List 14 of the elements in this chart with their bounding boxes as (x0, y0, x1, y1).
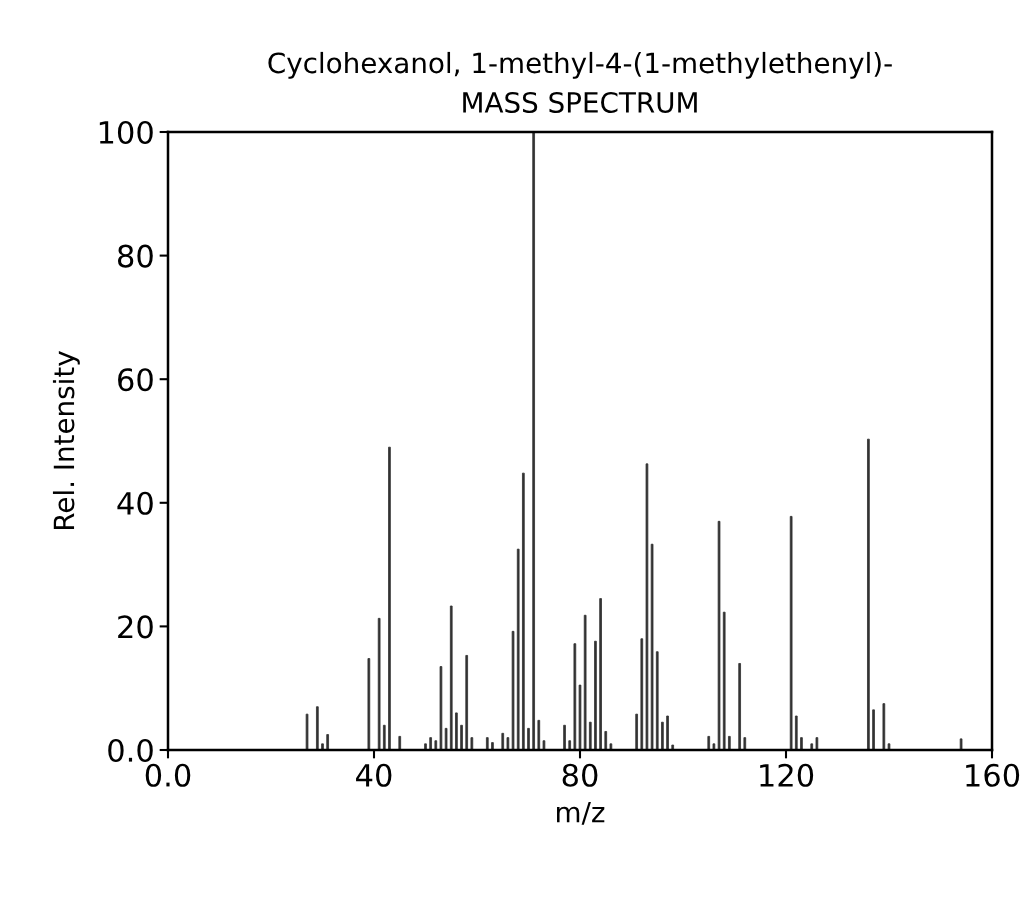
x-tick-label: 0.0 (145, 763, 191, 787)
y-tick-label: 40 (117, 491, 153, 515)
chart-title: Cyclohexanol, 1-methyl-4-(1-methylethenyl)- MASS SPECTRUM (268, 51, 892, 113)
y-tick-label: 100 (99, 120, 153, 145)
y-tick-label: 0.0 (108, 738, 153, 763)
y-tick-label: 80 (118, 244, 153, 268)
x-tick-label: 80 (562, 763, 598, 787)
y-tick-label: 60 (118, 368, 153, 392)
y-axis-title: Rel. Intensity (52, 351, 80, 529)
x-tick-label: 40 (356, 763, 392, 787)
x-tick-label: 160 (966, 763, 1020, 787)
x-tick-label: 120 (760, 763, 814, 787)
y-tick-label: 20 (118, 615, 153, 639)
x-axis-title: m/z (557, 801, 605, 825)
